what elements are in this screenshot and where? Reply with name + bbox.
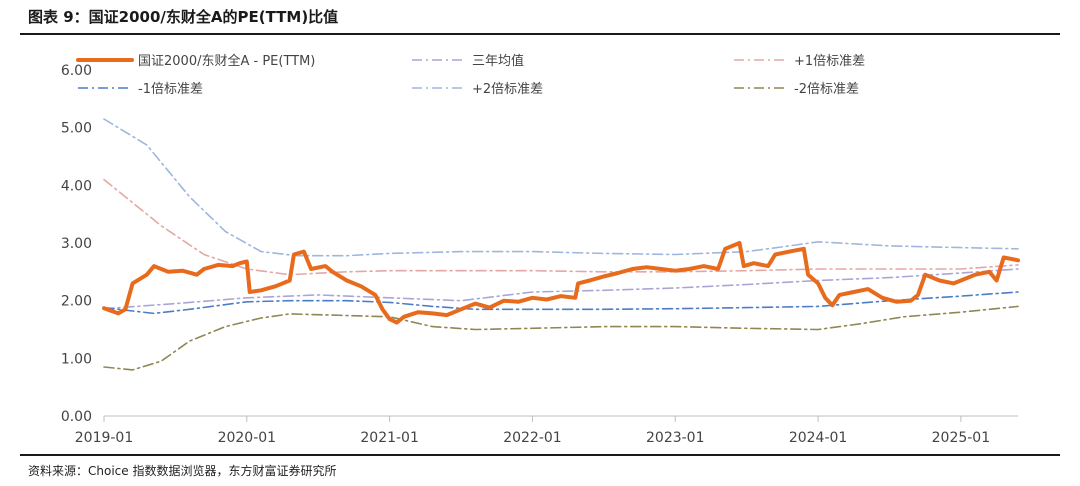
legend-label-5: -2倍标准差 [794,82,859,97]
x-tick-label: 2020-01 [218,430,277,446]
y-tick-label: 5.00 [61,121,92,137]
x-tick-label: 2022-01 [503,430,562,446]
legend-label-1: 三年均值 [472,53,524,69]
y-tick-label: 1.00 [61,351,92,367]
series-line-5 [103,305,1019,371]
series-line-2 [103,178,1019,276]
legend-label-2: +1倍标准差 [794,54,865,69]
legend-label-0: 国证2000/东财全A - PE(TTM) [138,53,315,69]
legend-label-3: -1倍标准差 [138,82,203,97]
x-tick-label: 2025-01 [932,430,991,446]
y-tick-label: 4.00 [61,178,92,194]
x-tick-label: 2023-01 [646,430,705,446]
series-layer [102,118,1020,371]
axes-layer: 0.00 1.00 2.00 3.00 4.00 5.00 6.00 2019-01 2020-… [61,63,1018,446]
bottom-divider [20,454,1060,456]
legend-label-4: +2倍标准差 [472,82,543,97]
series-line-4 [103,118,1019,257]
x-tick-label: 2024-01 [789,430,848,446]
y-tick-label: 0.00 [61,409,92,425]
series-line-0 [102,241,1020,325]
legend: 国证2000/东财全A - PE(TTM) 三年均值 +1倍标准差 -1倍标准差 +2倍… [76,53,865,97]
x-tick-label: 2021-01 [360,430,419,446]
top-divider [20,33,1060,35]
series-line-1 [103,268,1019,310]
y-tick-label: 6.00 [61,63,92,79]
x-tick-label: 2019-01 [75,430,134,446]
source-note: 资料来源：Choice 指数数据浏览器，东方财富证券研究所 [28,464,337,478]
y-tick-label: 3.00 [61,236,92,252]
chart-title: 图表 9：国证2000/东财全A的PE(TTM)比值 [28,8,339,26]
y-tick-label: 2.00 [61,294,92,310]
